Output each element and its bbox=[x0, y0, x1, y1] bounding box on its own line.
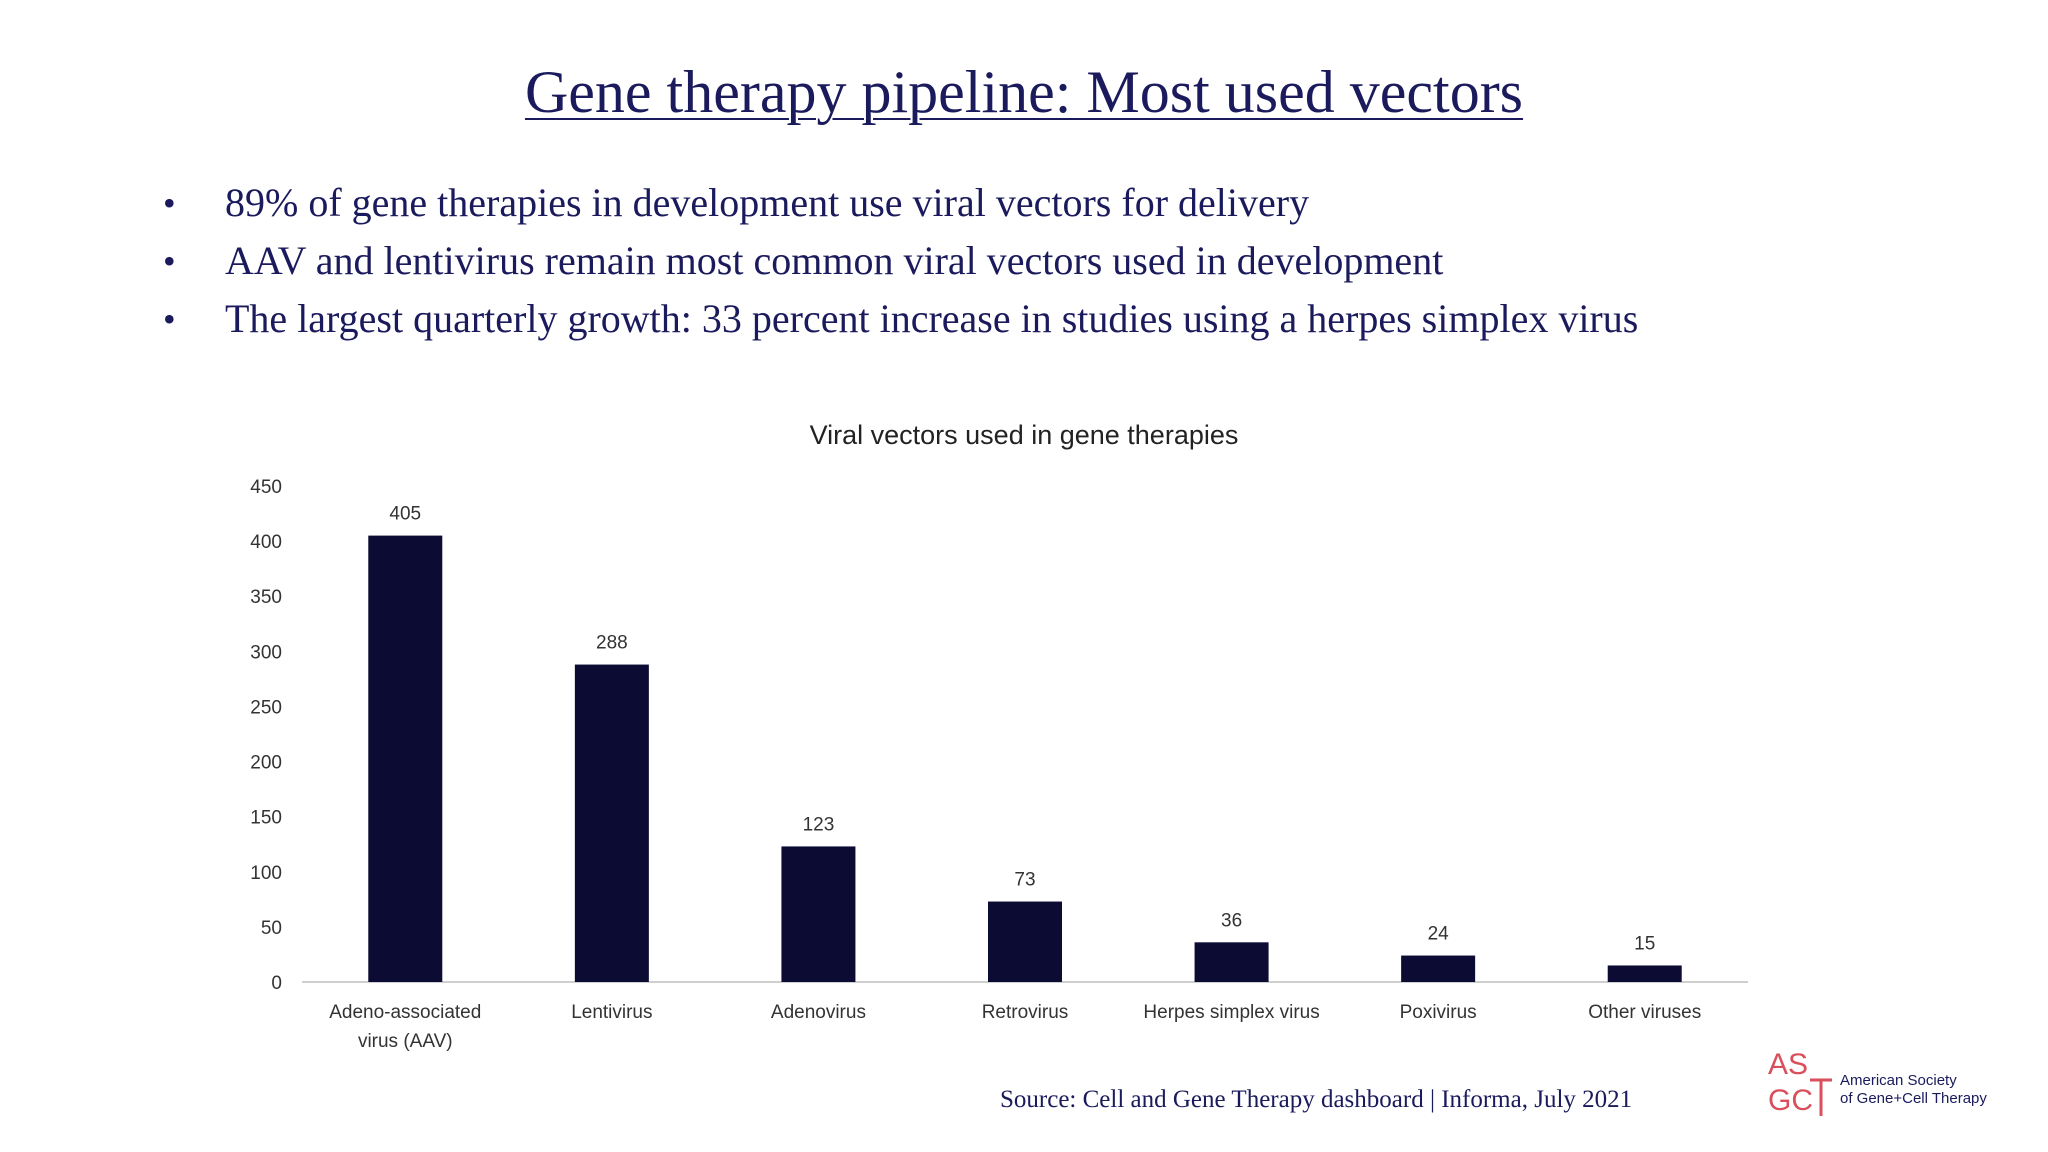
x-tick-label: Poxivirus bbox=[1400, 1002, 1477, 1023]
asgct-logo: AS GC American Society of Gene+Cell Ther… bbox=[1764, 1040, 2014, 1120]
y-tick-label: 0 bbox=[271, 973, 282, 994]
y-tick-label: 50 bbox=[261, 918, 282, 939]
data-label: 15 bbox=[1634, 933, 1655, 954]
data-label: 405 bbox=[389, 504, 421, 525]
bullet-list: 89% of gene therapies in development use… bbox=[155, 178, 1638, 352]
bar bbox=[1194, 942, 1269, 982]
data-label: 24 bbox=[1428, 924, 1450, 945]
bullet-item: The largest quarterly growth: 33 percent… bbox=[155, 294, 1638, 352]
bar bbox=[988, 901, 1062, 982]
y-tick-label: 350 bbox=[250, 587, 282, 608]
bar bbox=[574, 664, 649, 982]
data-label: 36 bbox=[1221, 910, 1242, 931]
data-label: 73 bbox=[1014, 870, 1035, 891]
svg-text:GC: GC bbox=[1768, 1084, 1813, 1117]
x-tick-label: Retrovirus bbox=[982, 1002, 1069, 1023]
bar bbox=[368, 535, 443, 982]
x-tick-label: Adenovirus bbox=[771, 1002, 866, 1023]
x-tick-label: Adeno-associated bbox=[329, 1002, 481, 1023]
bullet-item: 89% of gene therapies in development use… bbox=[155, 178, 1638, 236]
x-tick-label: Herpes simplex virus bbox=[1143, 1002, 1319, 1023]
y-tick-label: 200 bbox=[250, 753, 282, 774]
y-tick-label: 300 bbox=[250, 642, 282, 663]
y-tick-label: 150 bbox=[250, 808, 282, 829]
y-tick-label: 400 bbox=[250, 532, 282, 553]
svg-text:AS: AS bbox=[1768, 1048, 1808, 1081]
asgct-logo-mark: AS GC bbox=[1768, 1048, 1832, 1117]
y-tick-label: 250 bbox=[250, 697, 282, 718]
y-tick-label: 450 bbox=[250, 477, 282, 498]
logo-line-1: American Society bbox=[1840, 1072, 1957, 1089]
bar bbox=[1401, 955, 1476, 982]
x-tick-label: Lentivirus bbox=[571, 1002, 652, 1023]
chart-title: Viral vectors used in gene therapies bbox=[809, 420, 1239, 450]
source-note: Source: Cell and Gene Therapy dashboard … bbox=[1000, 1086, 1633, 1113]
slide-title: Gene therapy pipeline: Most used vectors bbox=[524, 59, 1524, 125]
data-label: 288 bbox=[596, 633, 628, 654]
x-tick-label: Other viruses bbox=[1588, 1002, 1701, 1023]
bullet-item: AAV and lentivirus remain most common vi… bbox=[155, 236, 1638, 294]
data-label: 123 bbox=[803, 814, 835, 835]
logo-line-2: of Gene+Cell Therapy bbox=[1840, 1090, 1987, 1107]
bar bbox=[781, 846, 856, 982]
x-tick-label: virus (AAV) bbox=[358, 1031, 453, 1052]
y-tick-label: 100 bbox=[250, 863, 282, 884]
bar bbox=[1607, 965, 1682, 982]
